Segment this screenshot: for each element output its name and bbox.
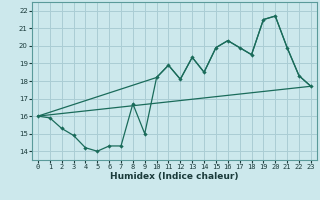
X-axis label: Humidex (Indice chaleur): Humidex (Indice chaleur) <box>110 172 239 181</box>
